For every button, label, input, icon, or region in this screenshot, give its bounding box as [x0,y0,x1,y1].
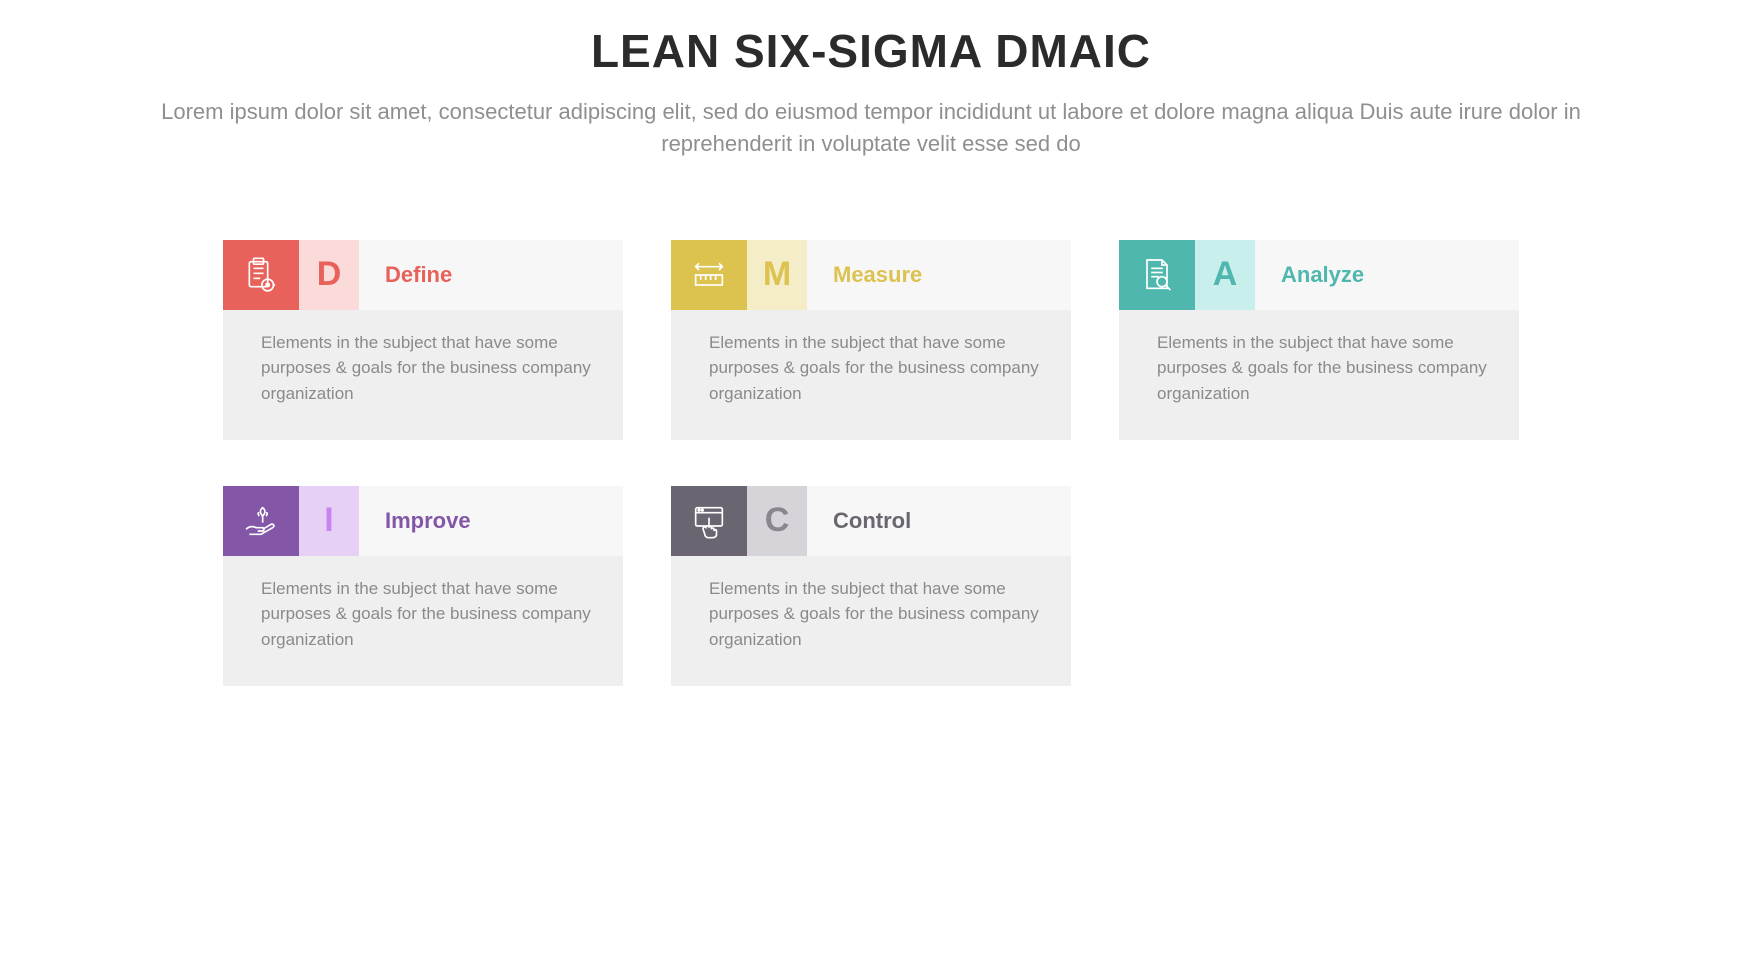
card-grid: D Define Elements in the subject that ha… [75,240,1667,686]
card-analyze: A Analyze Elements in the subject that h… [1119,240,1519,440]
card-body: Elements in the subject that have some p… [223,556,623,686]
hand-growth-icon [223,486,299,556]
document-search-icon [1119,240,1195,310]
card-body: Elements in the subject that have some p… [1119,310,1519,440]
card-letter: M [747,240,807,310]
card-letter: A [1195,240,1255,310]
card-define: D Define Elements in the subject that ha… [223,240,623,440]
card-improve: I Improve Elements in the subject that h… [223,486,623,686]
card-measure: M Measure Elements in the subject that h… [671,240,1071,440]
clipboard-target-icon [223,240,299,310]
card-title: Improve [359,486,623,556]
card-header: C Control [671,486,1071,556]
card-body: Elements in the subject that have some p… [223,310,623,440]
card-title: Define [359,240,623,310]
page-subtitle: Lorem ipsum dolor sit amet, consectetur … [121,96,1621,160]
card-header: A Analyze [1119,240,1519,310]
card-header: D Define [223,240,623,310]
infographic-page: LEAN SIX-SIGMA DMAIC Lorem ipsum dolor s… [0,0,1742,980]
ruler-icon [671,240,747,310]
card-letter: C [747,486,807,556]
card-control: C Control Elements in the subject that h… [671,486,1071,686]
card-letter: I [299,486,359,556]
card-letter: D [299,240,359,310]
card-header: M Measure [671,240,1071,310]
card-title: Measure [807,240,1071,310]
card-body: Elements in the subject that have some p… [671,556,1071,686]
card-title: Analyze [1255,240,1519,310]
page-title: LEAN SIX-SIGMA DMAIC [75,24,1667,78]
card-header: I Improve [223,486,623,556]
hand-tap-icon [671,486,747,556]
card-body: Elements in the subject that have some p… [671,310,1071,440]
card-title: Control [807,486,1071,556]
